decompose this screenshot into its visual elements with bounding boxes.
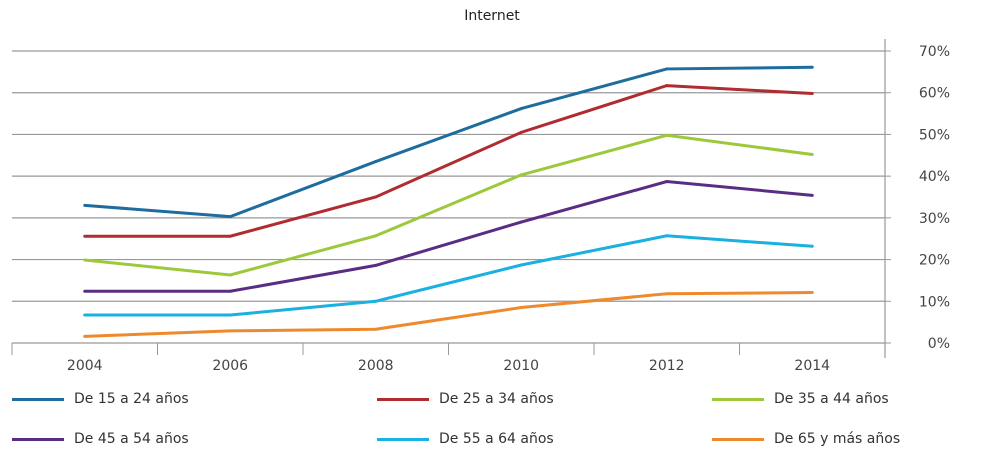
data-point [374, 263, 378, 267]
data-point [519, 107, 523, 111]
data-point [83, 258, 87, 262]
legend-swatch [12, 437, 64, 441]
y-tick-label: 20% [919, 253, 950, 269]
data-point [665, 234, 669, 238]
y-tick-label: 0% [928, 336, 950, 352]
data-point [374, 327, 378, 331]
data-point [228, 329, 232, 333]
data-point [810, 92, 814, 96]
legend-item: De 55 a 64 años [377, 431, 554, 447]
data-point [665, 133, 669, 137]
data-point [665, 67, 669, 71]
x-tick-label: 2004 [67, 358, 103, 374]
legend-label: De 15 a 24 años [74, 391, 189, 407]
data-point [228, 273, 232, 277]
series-line-5 [84, 291, 813, 338]
data-point [810, 152, 814, 156]
x-tick-label: 2008 [358, 358, 394, 374]
data-point [810, 291, 814, 295]
y-tick-label: 50% [919, 127, 950, 143]
data-point [519, 263, 523, 267]
legend-item: De 65 y más años [712, 431, 900, 447]
data-point [810, 193, 814, 197]
data-point [665, 292, 669, 296]
data-point [810, 65, 814, 69]
data-point [519, 306, 523, 310]
series-line-3 [84, 180, 813, 293]
legend-label: De 25 a 34 años [439, 391, 554, 407]
data-point [228, 215, 232, 219]
series-line-2 [84, 133, 813, 277]
x-tick-label: 2012 [649, 358, 685, 374]
data-point [83, 313, 87, 317]
legend-label: De 65 y más años [774, 431, 901, 447]
series-line-0 [84, 65, 813, 219]
x-tick-label: 2010 [503, 358, 539, 374]
legend-item: De 25 a 34 años [377, 391, 554, 407]
data-point [228, 234, 232, 238]
x-tick-label: 2006 [212, 358, 248, 374]
data-point [374, 195, 378, 199]
data-point [519, 173, 523, 177]
data-point [665, 84, 669, 88]
series-line-4 [84, 234, 813, 317]
data-point [83, 234, 87, 238]
data-point [665, 180, 669, 184]
legend-item: De 15 a 24 años [12, 391, 189, 407]
data-point [228, 289, 232, 293]
legend-label: De 55 a 64 años [439, 431, 554, 447]
legend-item: De 35 a 44 años [712, 391, 889, 407]
legend-swatch [712, 397, 764, 401]
data-point [519, 130, 523, 134]
data-point [374, 160, 378, 164]
series-line-1 [84, 84, 813, 238]
legend-swatch [12, 397, 64, 401]
legend-label: De 45 a 54 años [74, 431, 189, 447]
legend-label: De 35 a 44 años [774, 391, 889, 407]
x-tick-label: 2014 [794, 358, 830, 374]
legend-swatch [377, 397, 429, 401]
data-point [83, 203, 87, 207]
data-point [83, 334, 87, 338]
y-tick-label: 70% [919, 44, 950, 60]
y-tick-label: 40% [919, 169, 950, 185]
legend-swatch [377, 437, 429, 441]
y-tick-label: 30% [919, 211, 950, 227]
data-point [374, 234, 378, 238]
y-tick-label: 60% [919, 86, 950, 102]
legend-item: De 45 a 54 años [12, 431, 189, 447]
data-point [228, 313, 232, 317]
data-point [83, 289, 87, 293]
legend-swatch [712, 437, 764, 441]
data-point [374, 299, 378, 303]
data-point [519, 220, 523, 224]
y-tick-label: 10% [919, 294, 950, 310]
chart-title: Internet [464, 8, 520, 24]
data-point [810, 244, 814, 248]
